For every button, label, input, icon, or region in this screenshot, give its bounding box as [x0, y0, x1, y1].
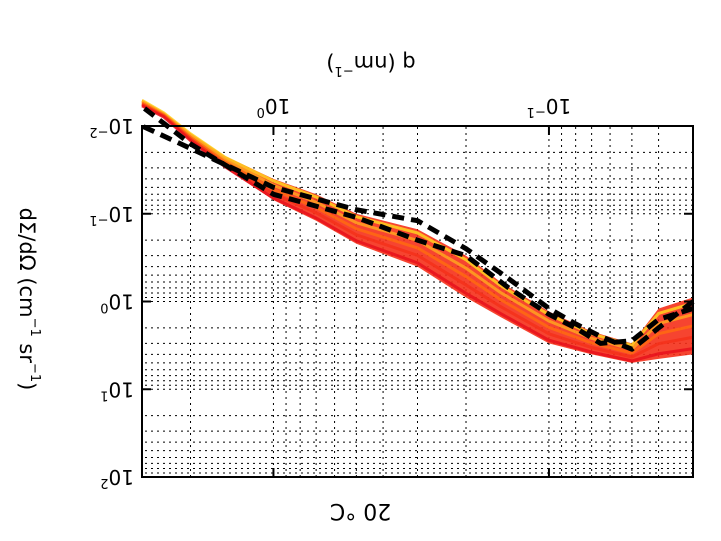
x-tick-label: 10−1: [527, 94, 572, 119]
dashed-series-1: [140, 123, 695, 352]
dashed-series-2: [140, 104, 694, 346]
data-curve: [141, 103, 694, 359]
y-axis-label-exponent-2: −1: [28, 363, 43, 382]
x-axis-label-exponent: −1: [335, 64, 354, 79]
data-curve: [141, 104, 694, 363]
data-band-fill: [142, 99, 693, 363]
x-tick-label: 100: [257, 94, 291, 119]
chart-title: 20 °C: [330, 498, 391, 523]
ticks: [142, 125, 693, 478]
y-tick-label: 10−1: [89, 202, 134, 227]
y-tick-label: 102: [100, 465, 134, 490]
data-band: [141, 98, 694, 363]
series-group: [140, 104, 695, 352]
x-axis-label: q (nm−1): [326, 51, 415, 79]
data-curve: [141, 101, 694, 355]
y-tick-label: 10−2: [89, 114, 134, 139]
y-axis-label-exponent-1: −1: [28, 318, 43, 337]
y-tick-label: 100: [100, 290, 134, 315]
y-tick-label: 101: [100, 377, 134, 402]
y-axis-label: dΣ/dΩ (cm−1 sr−1): [15, 208, 43, 391]
tick-labels: 10−2 10−1 100 101 102 10−1 100: [89, 94, 571, 490]
